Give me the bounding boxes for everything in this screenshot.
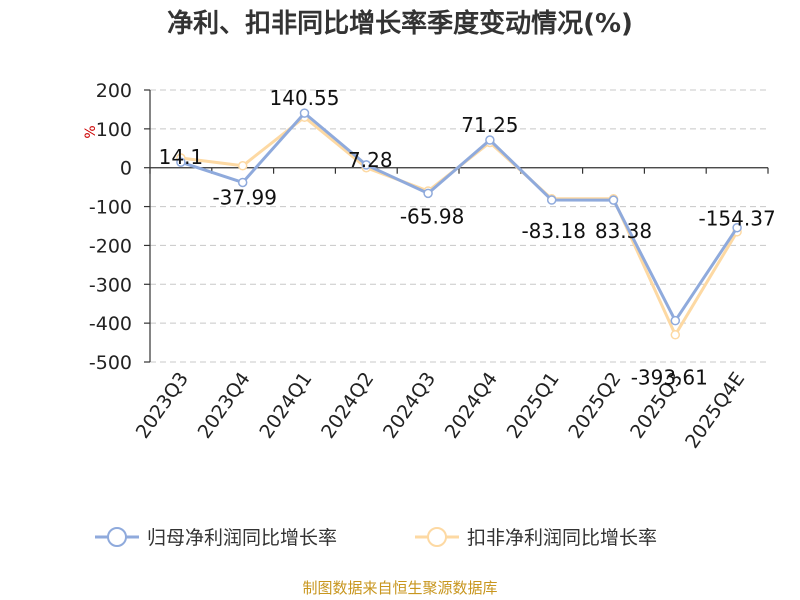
series-point-1 <box>237 161 248 171</box>
series-point-0 <box>608 195 619 205</box>
grid-layer <box>150 89 768 363</box>
x-tick-label: 2025Q1 <box>503 368 564 442</box>
data-label: -37.99 <box>212 185 276 209</box>
data-label: 14.1 <box>159 145 204 169</box>
y-tick-label: 0 <box>120 158 132 180</box>
series-point-0 <box>299 108 310 118</box>
y-unit-label: % <box>83 125 99 138</box>
y-tick-label: -200 <box>89 235 132 257</box>
data-label: -83.18 <box>521 219 585 243</box>
series-layer <box>176 108 742 340</box>
x-tick-label: 2023Q4 <box>194 368 255 442</box>
x-tick-label: 2024Q4 <box>441 368 502 442</box>
y-tick-label: 200 <box>96 80 132 102</box>
legend: 归母净利润同比增长率 扣非净利润同比增长率 <box>95 527 657 549</box>
legend-label: 扣非净利润同比增长率 <box>467 527 657 549</box>
data-label: 7.28 <box>348 148 393 172</box>
legend-marker-icon <box>107 527 127 547</box>
legend-item[interactable]: 归母净利润同比增长率 <box>95 527 337 549</box>
label-layer: 14.1 -37.99 140.55 7.28 -65.98 71.25 -83.18 83.… <box>159 86 776 390</box>
series-point-0 <box>361 160 372 170</box>
data-label: 140.55 <box>270 86 340 110</box>
y-tick-label: -500 <box>89 352 132 374</box>
x-tick-label: 2024Q1 <box>255 368 316 442</box>
x-tick-label: 2023Q3 <box>132 368 193 442</box>
source-note: 制图数据来自恒生聚源数据库 <box>302 579 497 597</box>
series-point-0 <box>423 188 433 199</box>
x-tick-label: 2025Q2 <box>564 368 625 442</box>
data-label: -65.98 <box>400 204 464 228</box>
x-tick-label: 2024Q2 <box>317 368 378 442</box>
x-tick-label: 2024Q3 <box>379 368 440 442</box>
series-point-0 <box>546 195 557 205</box>
data-label: 83.38 <box>595 219 652 243</box>
series-point-1 <box>670 330 681 340</box>
series-point-0 <box>732 222 742 233</box>
y-tick-label: 100 <box>96 119 132 141</box>
series-point-0 <box>176 157 186 167</box>
y-tick-label: -400 <box>89 313 132 335</box>
data-label: 71.25 <box>461 113 518 137</box>
series-point-0 <box>237 177 248 188</box>
chart-title: 净利、扣非同比增长率季度变动情况(%) <box>167 8 633 39</box>
legend-item[interactable]: 扣非净利润同比增长率 <box>415 527 657 549</box>
legend-label: 归母净利润同比增长率 <box>147 527 337 549</box>
series-line-0 <box>179 111 739 323</box>
y-tick-label: -100 <box>89 197 132 219</box>
series-point-0 <box>670 315 681 326</box>
y-tick-label: -300 <box>89 274 132 296</box>
data-label: -154.37 <box>698 207 775 231</box>
legend-marker-icon <box>427 527 447 547</box>
series-point-0 <box>485 135 495 145</box>
data-label: -393.61 <box>631 366 708 390</box>
